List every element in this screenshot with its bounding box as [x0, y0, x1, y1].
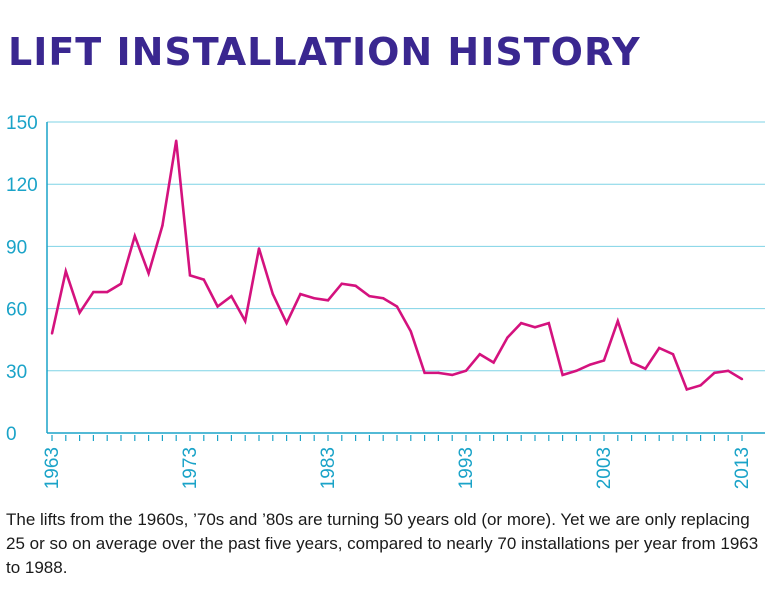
data-point	[175, 139, 178, 142]
data-point	[478, 353, 481, 356]
data-point	[520, 321, 523, 325]
x-tick-label: 1963	[42, 447, 63, 489]
data-point	[451, 373, 454, 377]
data-point	[644, 367, 647, 370]
data-point	[326, 299, 330, 302]
series-line	[50, 140, 743, 392]
grid-lines	[46, 121, 765, 434]
data-point	[658, 346, 661, 350]
data-point	[299, 292, 302, 296]
data-point	[575, 369, 578, 372]
data-point	[257, 247, 261, 250]
x-tick-label: 2003	[594, 447, 615, 489]
x-tick-label: 1973	[180, 447, 201, 489]
data-point	[161, 224, 164, 227]
data-point	[106, 290, 109, 294]
data-point	[423, 371, 426, 375]
data-point	[313, 297, 316, 300]
data-point	[244, 319, 247, 323]
data-point	[188, 274, 192, 277]
chart-title: LIFT INSTALLATION HISTORY	[8, 30, 641, 74]
data-point	[492, 361, 495, 364]
data-point	[740, 377, 744, 381]
data-point	[409, 330, 412, 333]
data-point	[382, 297, 385, 300]
data-point	[271, 292, 274, 296]
data-point	[602, 359, 606, 362]
data-point	[671, 353, 675, 356]
y-tick-label: 90	[6, 237, 27, 258]
data-point	[119, 282, 123, 285]
data-point	[699, 384, 702, 387]
data-point	[547, 321, 550, 325]
data-point	[202, 278, 205, 281]
y-tick-label: 120	[6, 175, 38, 196]
data-point	[230, 294, 233, 298]
data-point	[685, 388, 688, 391]
data-point	[713, 371, 716, 375]
y-tick-label: 60	[6, 300, 27, 321]
data-point	[340, 282, 343, 285]
data-point	[589, 363, 592, 366]
data-point	[561, 373, 564, 377]
data-point	[78, 311, 81, 314]
data-point	[533, 326, 537, 329]
data-point	[133, 234, 136, 238]
y-tick-label: 150	[6, 113, 38, 134]
data-point	[216, 305, 219, 308]
data-point	[147, 272, 150, 275]
data-point	[616, 319, 619, 323]
data-point	[395, 305, 399, 308]
data-point	[437, 371, 440, 375]
data-point	[92, 290, 95, 294]
data-point	[464, 369, 468, 372]
data-point	[630, 361, 633, 364]
data-point	[368, 294, 371, 298]
data-point	[285, 321, 288, 325]
data-point	[354, 284, 357, 287]
x-axis: 1963 1973 1983 1993 2003 2013	[42, 435, 753, 489]
data-point	[506, 336, 509, 339]
y-tick-label: 0	[6, 424, 17, 445]
y-tick-label: 30	[6, 362, 27, 383]
y-axis: 0 30 60 90 120 150	[6, 113, 38, 445]
series-layer	[50, 139, 744, 392]
data-point	[64, 270, 68, 273]
data-point	[50, 332, 54, 335]
data-point	[727, 369, 730, 372]
x-tick-label: 1983	[318, 447, 339, 489]
line-chart: 0 30 60 90 120 150 1963 1973 1983 1993 2003 2013	[6, 113, 765, 489]
chart-caption: The lifts from the 1960s, ’70s and ’80s …	[6, 510, 759, 577]
x-tick-label: 2013	[732, 447, 753, 489]
x-tick-label: 1993	[456, 447, 477, 489]
